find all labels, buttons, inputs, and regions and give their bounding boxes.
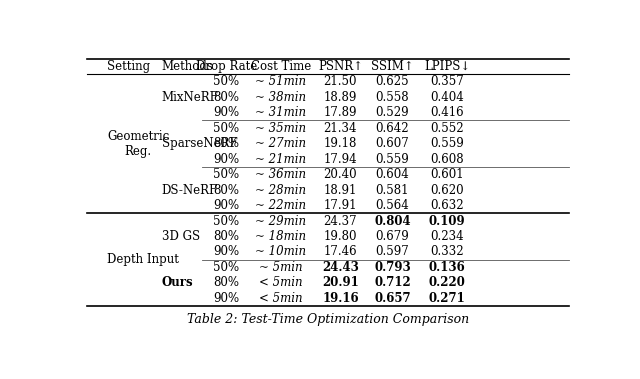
Text: 50%: 50%: [213, 261, 239, 274]
Text: 21.34: 21.34: [324, 122, 357, 135]
Text: 0.529: 0.529: [376, 106, 410, 119]
Text: SSIM↑: SSIM↑: [371, 60, 414, 73]
Text: 80%: 80%: [213, 183, 239, 197]
Text: 0.271: 0.271: [429, 292, 465, 305]
Text: 0.332: 0.332: [430, 246, 464, 258]
Text: 0.607: 0.607: [376, 137, 410, 150]
Text: Geometric
Reg.: Geometric Reg.: [108, 130, 170, 158]
Text: 0.416: 0.416: [430, 106, 464, 119]
Text: 0.608: 0.608: [430, 153, 464, 166]
Text: 0.620: 0.620: [430, 183, 464, 197]
Text: ~ 27min: ~ 27min: [255, 137, 307, 150]
Text: 80%: 80%: [213, 91, 239, 104]
Text: 0.804: 0.804: [374, 215, 411, 227]
Text: Cost Time: Cost Time: [251, 60, 311, 73]
Text: Methods: Methods: [162, 60, 214, 73]
Text: 19.18: 19.18: [324, 137, 357, 150]
Text: 50%: 50%: [213, 215, 239, 227]
Text: 3D GS: 3D GS: [162, 230, 200, 243]
Text: ~ 10min: ~ 10min: [255, 246, 307, 258]
Text: 0.632: 0.632: [430, 199, 464, 212]
Text: 0.564: 0.564: [376, 199, 410, 212]
Text: 17.89: 17.89: [324, 106, 357, 119]
Text: 0.559: 0.559: [430, 137, 464, 150]
Text: ~ 5min: ~ 5min: [259, 261, 303, 274]
Text: 17.94: 17.94: [324, 153, 357, 166]
Text: 21.50: 21.50: [324, 75, 357, 88]
Text: 0.601: 0.601: [430, 168, 464, 181]
Text: 0.357: 0.357: [430, 75, 464, 88]
Text: 0.642: 0.642: [376, 122, 410, 135]
Text: 0.597: 0.597: [376, 246, 410, 258]
Text: 17.46: 17.46: [324, 246, 357, 258]
Text: PSNR↑: PSNR↑: [318, 60, 363, 73]
Text: 0.657: 0.657: [374, 292, 411, 305]
Text: 24.43: 24.43: [322, 261, 359, 274]
Text: ~ 36min: ~ 36min: [255, 168, 307, 181]
Text: 20.40: 20.40: [324, 168, 357, 181]
Text: ~ 18min: ~ 18min: [255, 230, 307, 243]
Text: 50%: 50%: [213, 75, 239, 88]
Text: 0.604: 0.604: [376, 168, 410, 181]
Text: 0.679: 0.679: [376, 230, 410, 243]
Text: 90%: 90%: [213, 153, 239, 166]
Text: 50%: 50%: [213, 168, 239, 181]
Text: Drop Rate: Drop Rate: [196, 60, 257, 73]
Text: 0.552: 0.552: [430, 122, 464, 135]
Text: ~ 51min: ~ 51min: [255, 75, 307, 88]
Text: 0.404: 0.404: [430, 91, 464, 104]
Text: < 5min: < 5min: [259, 292, 303, 305]
Text: ~ 22min: ~ 22min: [255, 199, 307, 212]
Text: 0.625: 0.625: [376, 75, 410, 88]
Text: DS-NeRF: DS-NeRF: [162, 183, 218, 197]
Text: 18.89: 18.89: [324, 91, 357, 104]
Text: ~ 21min: ~ 21min: [255, 153, 307, 166]
Text: 80%: 80%: [213, 230, 239, 243]
Text: 90%: 90%: [213, 246, 239, 258]
Text: 0.712: 0.712: [374, 276, 411, 290]
Text: 50%: 50%: [213, 122, 239, 135]
Text: ~ 35min: ~ 35min: [255, 122, 307, 135]
Text: 0.109: 0.109: [429, 215, 465, 227]
Text: 80%: 80%: [213, 276, 239, 290]
Text: 90%: 90%: [213, 106, 239, 119]
Text: 0.220: 0.220: [429, 276, 465, 290]
Text: Ours: Ours: [162, 276, 193, 290]
Text: Depth Input: Depth Input: [108, 253, 179, 266]
Text: Setting: Setting: [108, 60, 150, 73]
Text: 19.80: 19.80: [324, 230, 357, 243]
Text: 80%: 80%: [213, 137, 239, 150]
Text: MixNeRF: MixNeRF: [162, 91, 219, 104]
Text: 0.136: 0.136: [429, 261, 465, 274]
Text: 20.91: 20.91: [322, 276, 359, 290]
Text: 19.16: 19.16: [322, 292, 358, 305]
Text: 0.581: 0.581: [376, 183, 409, 197]
Text: 90%: 90%: [213, 292, 239, 305]
Text: ~ 28min: ~ 28min: [255, 183, 307, 197]
Text: LPIPS↓: LPIPS↓: [424, 60, 470, 73]
Text: 17.91: 17.91: [324, 199, 357, 212]
Text: 0.793: 0.793: [374, 261, 411, 274]
Text: 0.559: 0.559: [376, 153, 410, 166]
Text: SparseNeRF: SparseNeRF: [162, 137, 237, 150]
Text: Table 2: Test-Time Optimization Comparison: Table 2: Test-Time Optimization Comparis…: [187, 313, 469, 326]
Text: 18.91: 18.91: [324, 183, 357, 197]
Text: ~ 31min: ~ 31min: [255, 106, 307, 119]
Text: 0.234: 0.234: [430, 230, 464, 243]
Text: ~ 38min: ~ 38min: [255, 91, 307, 104]
Text: 0.558: 0.558: [376, 91, 410, 104]
Text: 24.37: 24.37: [324, 215, 357, 227]
Text: < 5min: < 5min: [259, 276, 303, 290]
Text: ~ 29min: ~ 29min: [255, 215, 307, 227]
Text: 90%: 90%: [213, 199, 239, 212]
